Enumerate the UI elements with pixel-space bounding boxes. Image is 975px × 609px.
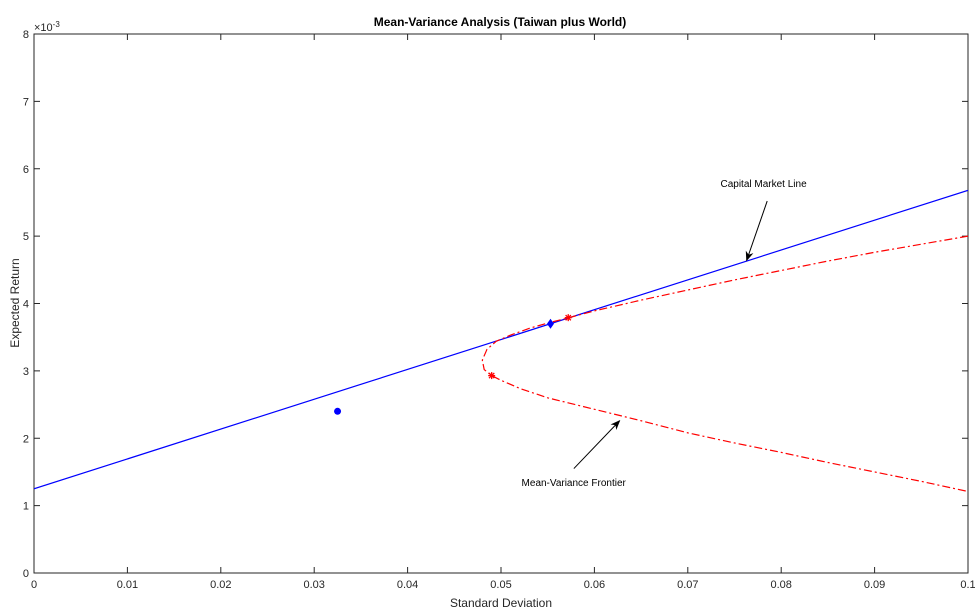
- y-exponent-label: ×10-3: [34, 20, 60, 34]
- x-tick-label: 0.05: [490, 579, 511, 591]
- x-tick-label: 0.06: [584, 579, 605, 591]
- series-layer: [34, 189, 968, 493]
- y-exponent-power: -3: [53, 20, 61, 29]
- x-tick-label: 0.03: [303, 579, 324, 591]
- x-tick-label: 0.07: [677, 579, 698, 591]
- x-tick-label: 0.09: [864, 579, 885, 591]
- series-line-0: [34, 189, 968, 490]
- diamond-marker: [547, 318, 555, 329]
- y-tick-label: 7: [23, 96, 29, 108]
- y-axis: 0 1 2 3 4 5 6 7 8: [23, 29, 968, 580]
- x-tick-label: 0.04: [397, 579, 418, 591]
- y-tick-label: 8: [23, 29, 29, 41]
- x-tick-label: 0: [31, 579, 37, 591]
- y-axis-title: Expected Return: [8, 258, 22, 347]
- y-tick-label: 1: [23, 501, 29, 513]
- y-tick-label: 2: [23, 433, 29, 445]
- x-axis: 0 0.01 0.02 0.03 0.04 0.05 0.06 0.07 0.08 0.09 0.1: [31, 34, 975, 591]
- x-tick-label: 0.01: [117, 579, 138, 591]
- star-marker: [564, 314, 572, 322]
- chart-title: Mean-Variance Analysis (Taiwan plus Worl…: [374, 15, 627, 29]
- annotation-label-0: Capital Market Line: [720, 179, 807, 190]
- y-tick-label: 4: [23, 299, 29, 311]
- x-tick-label: 0.02: [210, 579, 231, 591]
- y-tick-label: 3: [23, 366, 29, 378]
- series-line-1: [481, 235, 968, 493]
- x-tick-label: 0.1: [960, 579, 975, 591]
- annotation-arrow-1: [573, 420, 621, 469]
- plot-area: [33, 33, 969, 574]
- annotation-arrow-0: [745, 200, 768, 262]
- y-tick-label: 5: [23, 231, 29, 243]
- annotation-layer: Capital Market Line Mean-Variance Frontie…: [522, 179, 808, 489]
- marker-layer: [334, 314, 572, 415]
- annotation-label-1: Mean-Variance Frontier: [522, 478, 627, 489]
- circle-marker: [334, 407, 342, 415]
- x-axis-title: Standard Deviation: [450, 596, 552, 609]
- star-marker: [488, 372, 496, 380]
- x-tick-label: 0.08: [770, 579, 791, 591]
- y-tick-label: 0: [23, 568, 29, 580]
- y-tick-label: 6: [23, 164, 29, 176]
